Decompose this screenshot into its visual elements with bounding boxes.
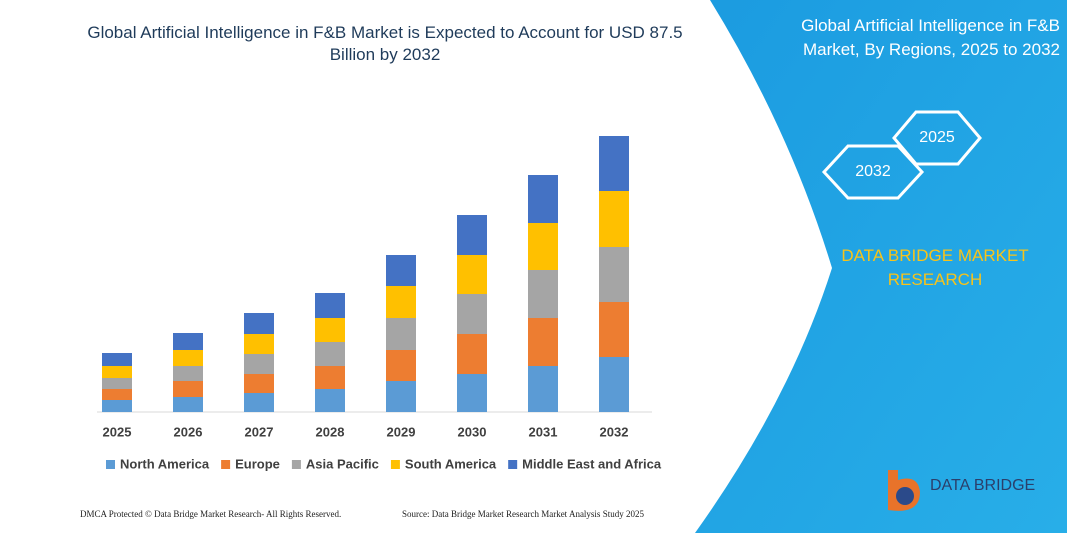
x-tick-label: 2026 bbox=[174, 424, 203, 439]
bar-segment bbox=[102, 366, 132, 378]
legend-label: Middle East and Africa bbox=[522, 456, 662, 471]
hexagon-label: 2025 bbox=[919, 129, 955, 146]
legend-label: Asia Pacific bbox=[306, 456, 379, 471]
bar-segment bbox=[244, 354, 274, 374]
bar-segment bbox=[599, 357, 629, 412]
x-tick-label: 2028 bbox=[316, 424, 345, 439]
chart: 2025 2026 2027 2028 2029 2030 2031 2032 North Am… bbox=[97, 136, 662, 471]
bar-segment bbox=[173, 381, 203, 397]
footer-right: Source: Data Bridge Market Research Mark… bbox=[402, 509, 644, 519]
x-tick-label: 2027 bbox=[245, 424, 274, 439]
logo-text: DATA BRIDGE bbox=[930, 477, 1035, 494]
bar-segment bbox=[386, 318, 416, 350]
bar-segment bbox=[173, 366, 203, 381]
bar-segment bbox=[102, 400, 132, 412]
bar-segment bbox=[173, 333, 203, 350]
legend-label: South America bbox=[405, 456, 497, 471]
bar-segment bbox=[244, 313, 274, 334]
legend-swatch bbox=[390, 460, 400, 469]
x-tick-label: 2030 bbox=[458, 424, 487, 439]
bar-segment bbox=[386, 255, 416, 286]
x-tick-label: 2029 bbox=[387, 424, 416, 439]
bar-segment bbox=[173, 350, 203, 366]
bar-segment bbox=[102, 378, 132, 389]
bar-segment bbox=[315, 366, 345, 389]
bar-segment bbox=[457, 334, 487, 374]
bar-segment bbox=[386, 350, 416, 381]
bar-segment bbox=[244, 374, 274, 393]
x-tick-label: 2031 bbox=[529, 424, 558, 439]
legend-swatch bbox=[291, 460, 301, 469]
bar-segment bbox=[386, 286, 416, 318]
bar-segment bbox=[457, 374, 487, 412]
bar-segment bbox=[244, 393, 274, 412]
bar-segment bbox=[102, 389, 132, 400]
legend-swatch bbox=[106, 460, 115, 469]
bar-segment bbox=[528, 175, 558, 223]
legend-swatch bbox=[508, 460, 518, 469]
legend-label: North America bbox=[120, 456, 210, 471]
bar-segment bbox=[315, 342, 345, 366]
hexagon-label: 2032 bbox=[855, 163, 891, 180]
logo-icon bbox=[896, 487, 914, 505]
bar-segment bbox=[457, 215, 487, 255]
logo: DATA BRIDGE bbox=[888, 470, 1035, 511]
bar-segment bbox=[315, 318, 345, 342]
side-panel-bg bbox=[695, 0, 1067, 533]
bar-segment bbox=[599, 136, 629, 191]
brand: DATA BRIDGE MARKET RESEARCH bbox=[841, 246, 1029, 289]
x-tick-label: 2025 bbox=[103, 424, 132, 439]
bar-segment bbox=[599, 302, 629, 357]
bar-segment bbox=[599, 191, 629, 247]
bar-segment bbox=[244, 334, 274, 354]
bar-segment bbox=[386, 381, 416, 412]
footer-left: DMCA Protected © Data Bridge Market Rese… bbox=[80, 509, 342, 519]
bar-segment bbox=[102, 353, 132, 366]
bar-segment bbox=[457, 255, 487, 294]
x-tick-label: 2032 bbox=[600, 424, 629, 439]
hexagon bbox=[821, 144, 925, 200]
bar-segment bbox=[315, 389, 345, 412]
bar-segment bbox=[528, 270, 558, 318]
bar-segment bbox=[315, 293, 345, 318]
side-title: Global Artificial Intelligence in F&B Ma… bbox=[801, 16, 1060, 59]
legend-label: Europe bbox=[235, 456, 280, 471]
legend-swatch bbox=[221, 460, 231, 469]
chart-title: Global Artificial Intelligence in F&B Ma… bbox=[87, 23, 683, 64]
bar-segment bbox=[599, 247, 629, 302]
hexagon bbox=[892, 110, 982, 166]
bar-segment bbox=[457, 294, 487, 334]
bar-segment bbox=[528, 366, 558, 412]
bar-segment bbox=[528, 318, 558, 366]
bar-segment bbox=[528, 223, 558, 270]
bar-segment bbox=[173, 397, 203, 412]
